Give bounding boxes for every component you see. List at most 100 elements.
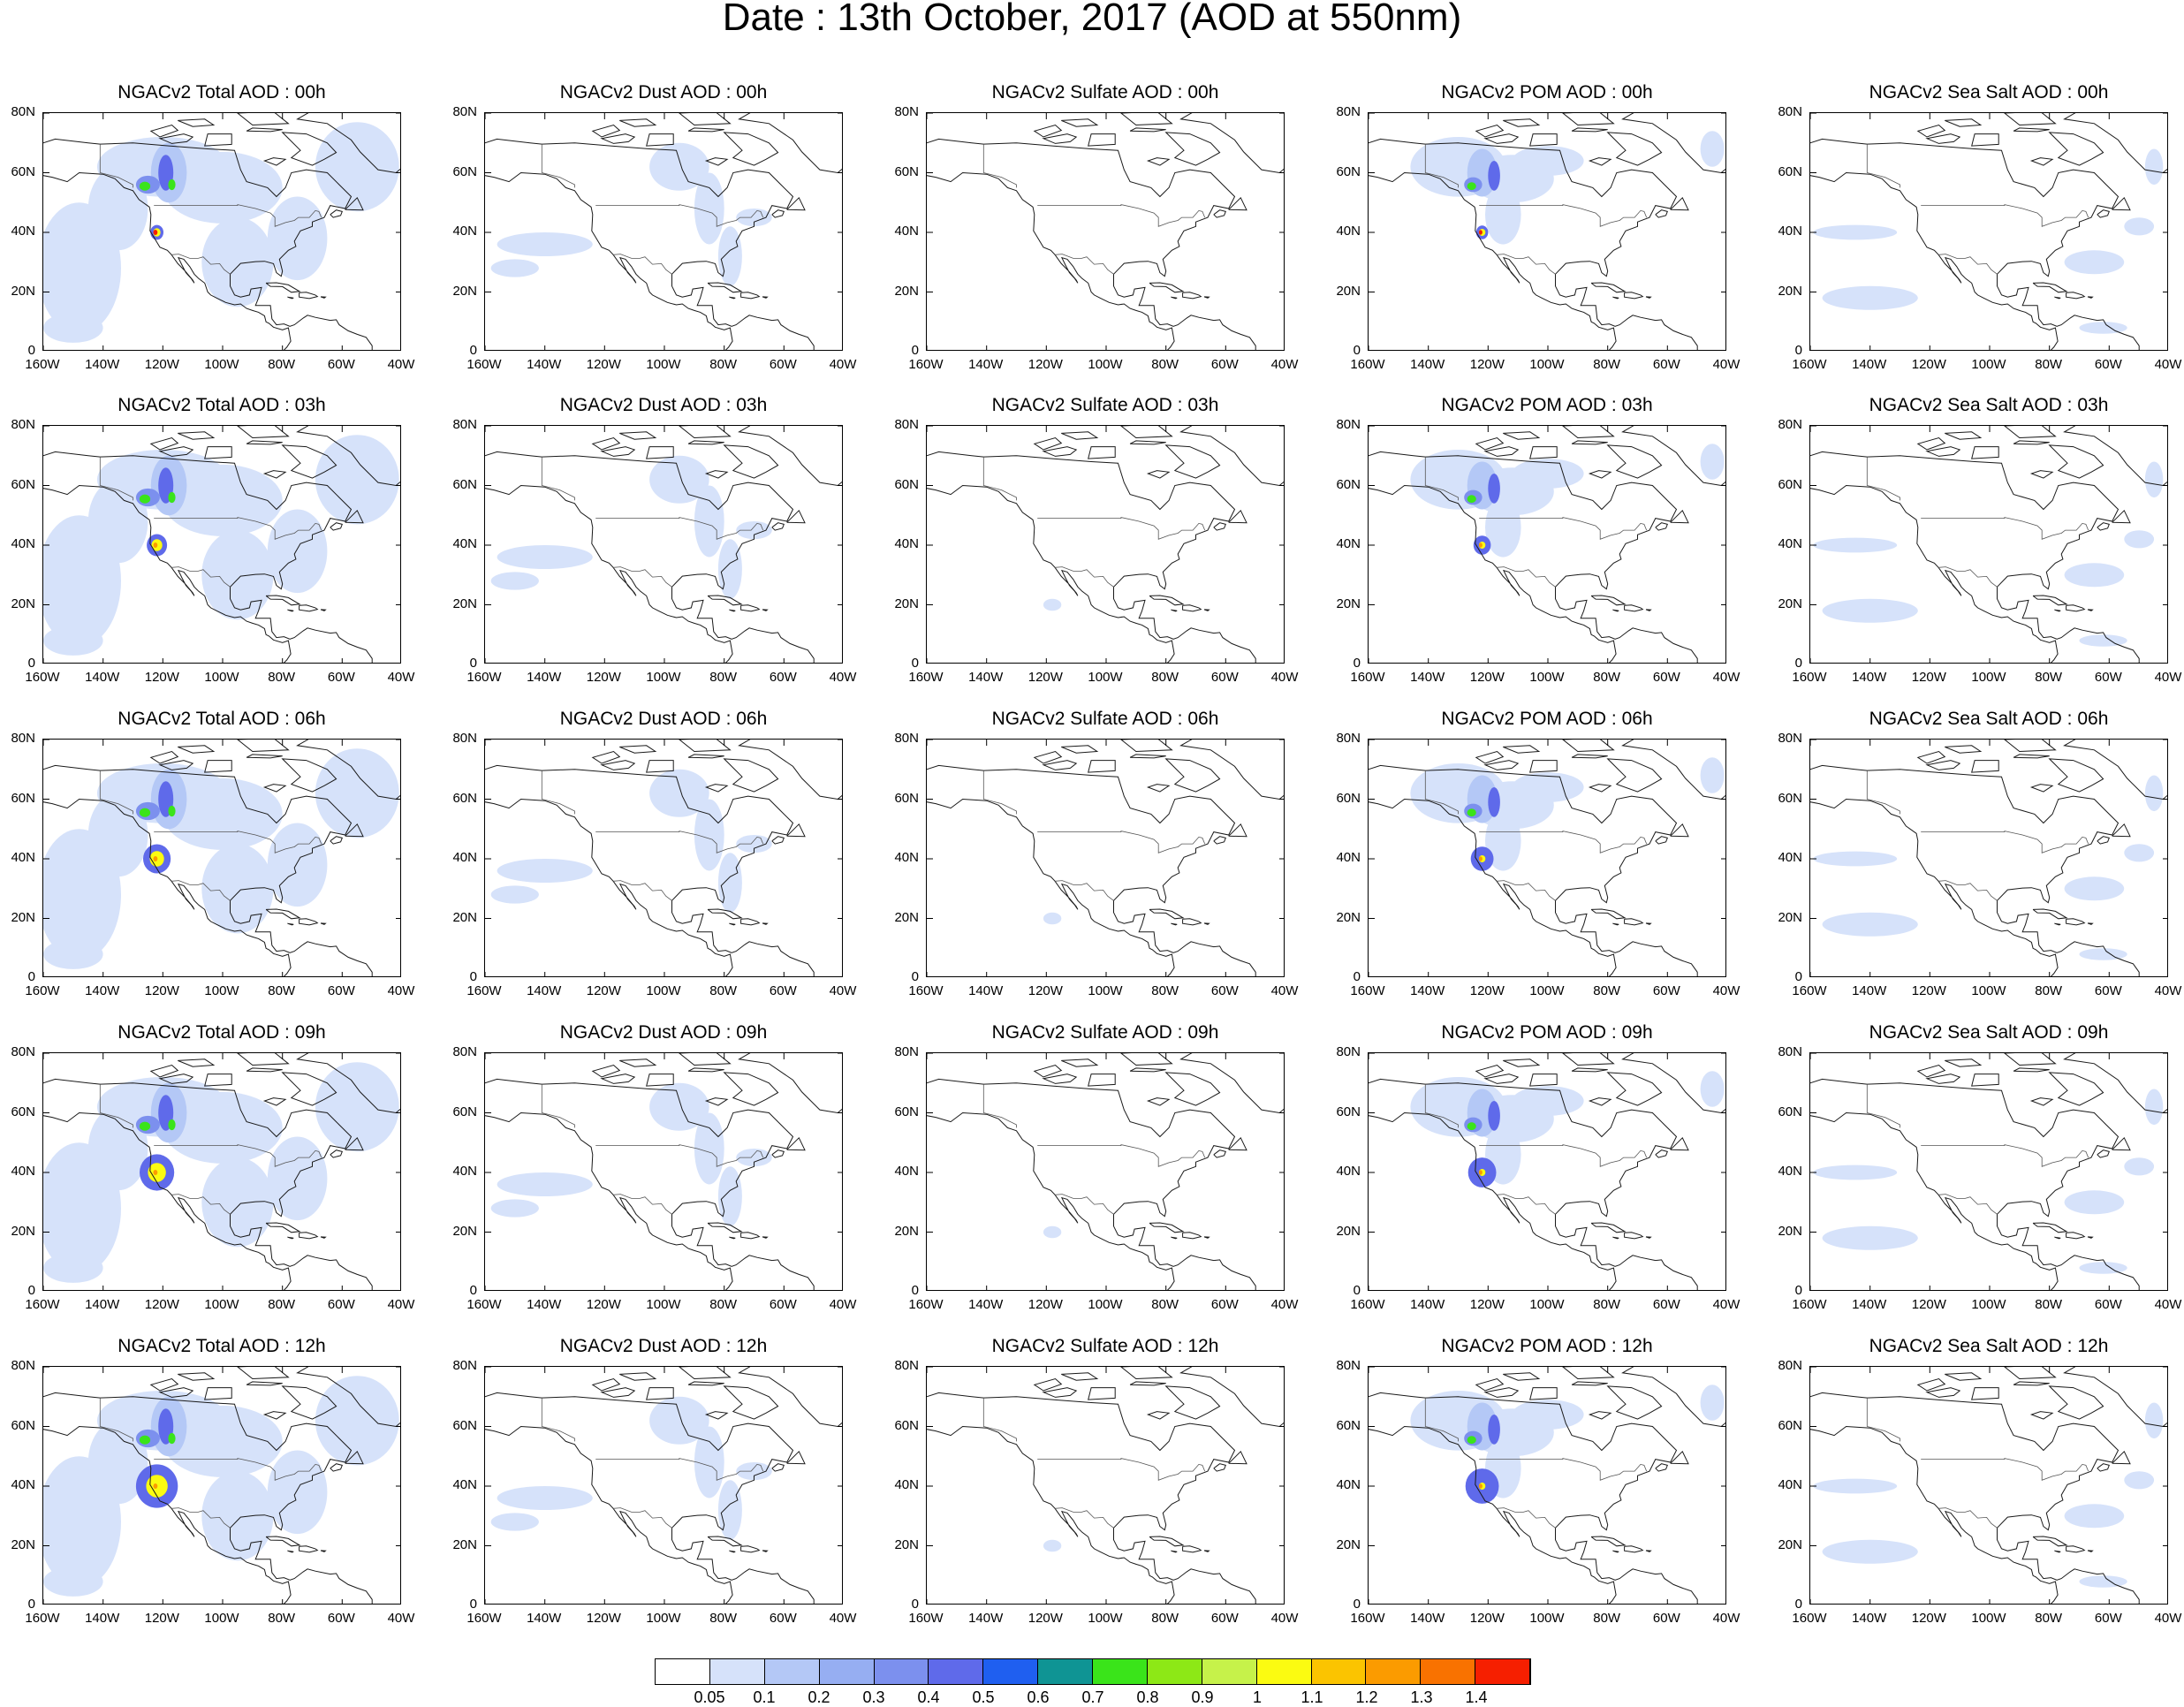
coastline-0 [1810, 138, 2140, 350]
aod-plume-tropical-pacific [43, 626, 103, 656]
map-panel-sulfate-1 [926, 425, 1285, 664]
lon-tick-label: 100W [1971, 357, 2006, 372]
national-border-0 [982, 1398, 1017, 1442]
coastline-6 [330, 209, 343, 218]
national-border-0 [541, 770, 575, 815]
lat-tick-label: 0 [27, 343, 35, 358]
island-outline-4 [1088, 1387, 1116, 1400]
coastline-3 [1624, 1232, 1644, 1240]
lon-tick-label: 120W [1469, 357, 1505, 372]
coastline-7 [345, 823, 364, 838]
lon-tick-label: 40W [1712, 983, 1740, 998]
lon-tick-label: 80W [268, 1611, 296, 1626]
island-outline-6 [591, 124, 621, 138]
coastlines [927, 1053, 1284, 1290]
lon-tick-label: 40W [829, 1611, 857, 1626]
lon-tick-label: 160W [908, 1611, 944, 1626]
national-border-0 [99, 770, 133, 815]
coastline-0 [1810, 764, 2140, 976]
island-outline-4 [1971, 1074, 1999, 1087]
national-border-2 [1055, 1194, 1114, 1215]
coastline-6 [2097, 1463, 2110, 1472]
coastlines [1369, 740, 1725, 976]
map-panel-pom-4 [1368, 1366, 1726, 1605]
island-outline-7 [2013, 1381, 2050, 1386]
island-outline-2 [2004, 1367, 2057, 1380]
island-outline-1 [1606, 1385, 1663, 1420]
coastline-3 [1182, 604, 1202, 612]
coastline-7 [345, 196, 364, 211]
national-border-0 [982, 770, 1017, 815]
island-outline-1 [1606, 444, 1663, 479]
coastlines [1810, 1053, 2167, 1290]
lon-tick-label: 60W [327, 670, 355, 685]
lon-tick-label: 140W [527, 357, 562, 372]
coastline-4 [287, 609, 294, 612]
tick-marks [43, 426, 400, 663]
lat-tick-label: 0 [469, 343, 477, 358]
island-outline-3 [1925, 760, 1961, 770]
coastline-7 [1228, 823, 1247, 838]
island-outline-7 [1571, 440, 1608, 445]
island-outline-1 [1164, 132, 1221, 166]
national-border-1 [1479, 1458, 1648, 1481]
seasalt-band-atlantic [2064, 876, 2125, 901]
lon-tick-label: 160W [1350, 670, 1385, 685]
lat-tick-label: 0 [469, 1283, 477, 1298]
pom-smoke-bc-core [1467, 182, 1476, 191]
island-outline-1 [281, 1072, 337, 1106]
island-outline-3 [600, 760, 636, 770]
lon-tick-label: 40W [387, 983, 415, 998]
seasalt-band-north-pacific [1813, 224, 1898, 240]
lat-tick-label: 40N [1778, 850, 1802, 865]
coastline-0 [927, 764, 1256, 976]
island-outline-5 [178, 431, 216, 440]
lat-tick-label: 40N [894, 224, 919, 239]
lon-tick-label: 140W [968, 1611, 1004, 1626]
lon-tick-label: 140W [1852, 983, 1887, 998]
seasalt-band-atlantic [2064, 1190, 2125, 1215]
lat-tick-label: 80N [1778, 1044, 1802, 1059]
map-canvas [1369, 1053, 1725, 1290]
coastline-2 [2032, 595, 2068, 606]
island-outline-0 [738, 1053, 842, 1114]
lon-tick-label: 100W [646, 1297, 681, 1312]
pom-aod-field [1410, 444, 1725, 558]
seasalt-aod-field [1813, 1089, 2164, 1274]
island-outline-5 [1061, 1058, 1099, 1067]
panel-title: NGACv2 Sulfate AOD : 06h [991, 709, 1219, 729]
lon-tick-label: 80W [1593, 1611, 1621, 1626]
island-outline-8 [1146, 784, 1171, 793]
lon-tick-label: 40W [2154, 357, 2182, 372]
island-outline-7 [1129, 127, 1166, 133]
lon-tick-label: 80W [1593, 357, 1621, 372]
seasalt-aod-field [1813, 461, 2164, 647]
island-outline-3 [158, 446, 194, 457]
coastline-0 [1810, 1078, 2140, 1290]
aod-colorbar [655, 1658, 1531, 1685]
coastline-6 [1213, 1463, 1226, 1472]
dust-band-pacific-south [490, 259, 539, 277]
aod-smoke-canada-hot [168, 805, 176, 817]
lon-tick-label: 160W [25, 1297, 60, 1312]
island-outline-1 [281, 758, 337, 793]
island-outline-3 [158, 1387, 194, 1398]
island-outline-2 [237, 1053, 290, 1066]
national-border-1 [595, 1458, 764, 1481]
seasalt-band-north-atlantic [2124, 217, 2155, 236]
total-aod-field [43, 1376, 399, 1597]
lon-tick-label: 100W [204, 357, 239, 372]
island-outline-0 [1621, 740, 1725, 800]
lat-tick-label: 80N [11, 1358, 35, 1373]
lon-tick-label: 80W [2035, 1611, 2063, 1626]
lon-tick-label: 60W [769, 357, 797, 372]
map-panel-seasalt-3 [1809, 1052, 2168, 1291]
lat-tick-label: 20N [1336, 909, 1361, 925]
island-outline-8 [1588, 1097, 1612, 1106]
coastline-1 [1369, 171, 1617, 350]
island-outline-2 [2004, 426, 2057, 439]
lon-tick-label: 100W [1088, 670, 1123, 685]
colorbar-swatch [983, 1659, 1039, 1684]
map-panel-dust-0 [484, 112, 843, 351]
lat-tick-label: 20N [11, 1536, 35, 1552]
